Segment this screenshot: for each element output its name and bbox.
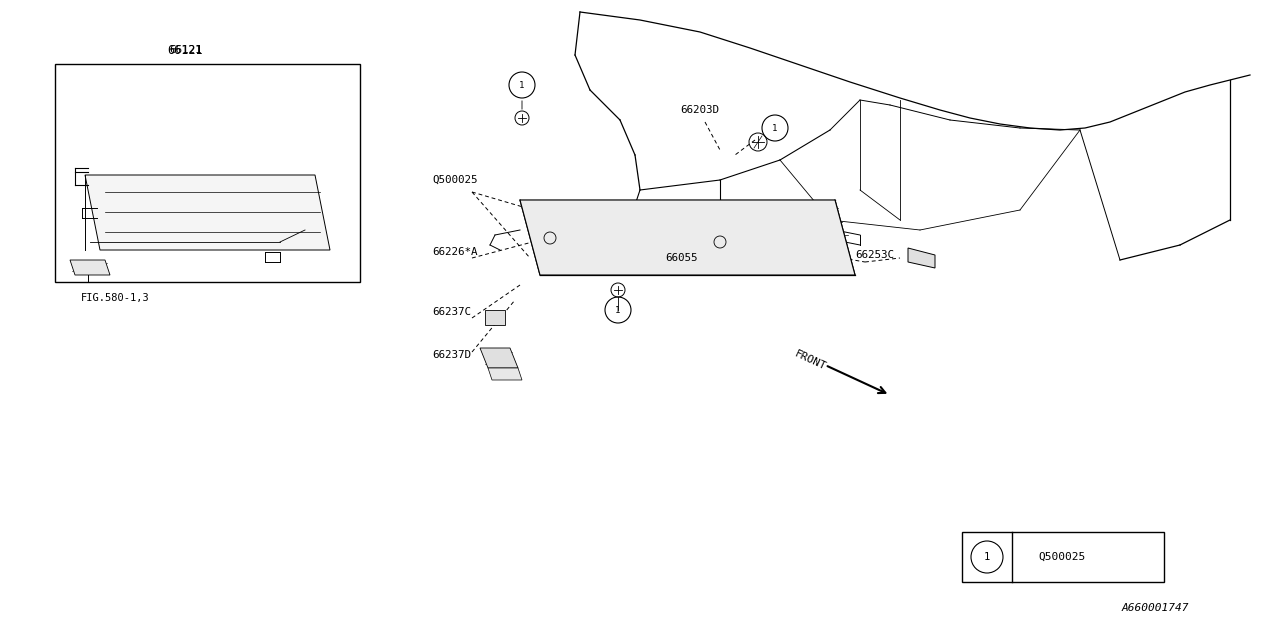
- Polygon shape: [488, 368, 522, 380]
- Text: 1: 1: [520, 81, 525, 90]
- Text: FRONT: FRONT: [792, 348, 827, 372]
- Text: FIG.580-1,3: FIG.580-1,3: [81, 293, 150, 303]
- Polygon shape: [485, 310, 506, 325]
- Text: A660001747: A660001747: [1121, 603, 1189, 613]
- Bar: [55, 64, 360, 282]
- Polygon shape: [480, 348, 518, 368]
- Polygon shape: [84, 175, 330, 250]
- Text: 66226*A: 66226*A: [433, 247, 477, 257]
- Text: 1: 1: [984, 552, 991, 562]
- Polygon shape: [908, 248, 934, 268]
- Text: Q500025: Q500025: [1038, 552, 1085, 562]
- Text: 66121: 66121: [169, 45, 201, 55]
- Text: 66237D: 66237D: [433, 350, 471, 360]
- Bar: [963, 532, 1164, 582]
- Text: 66055: 66055: [666, 253, 698, 263]
- Text: 66203D: 66203D: [680, 105, 719, 115]
- Text: 1: 1: [772, 124, 778, 132]
- Polygon shape: [70, 260, 110, 275]
- Text: 1: 1: [616, 305, 621, 314]
- Text: Q500025: Q500025: [433, 175, 477, 185]
- Text: 66237C: 66237C: [433, 307, 471, 317]
- Polygon shape: [520, 200, 855, 275]
- Text: 66121: 66121: [168, 44, 202, 56]
- Text: 66253C: 66253C: [855, 250, 893, 260]
